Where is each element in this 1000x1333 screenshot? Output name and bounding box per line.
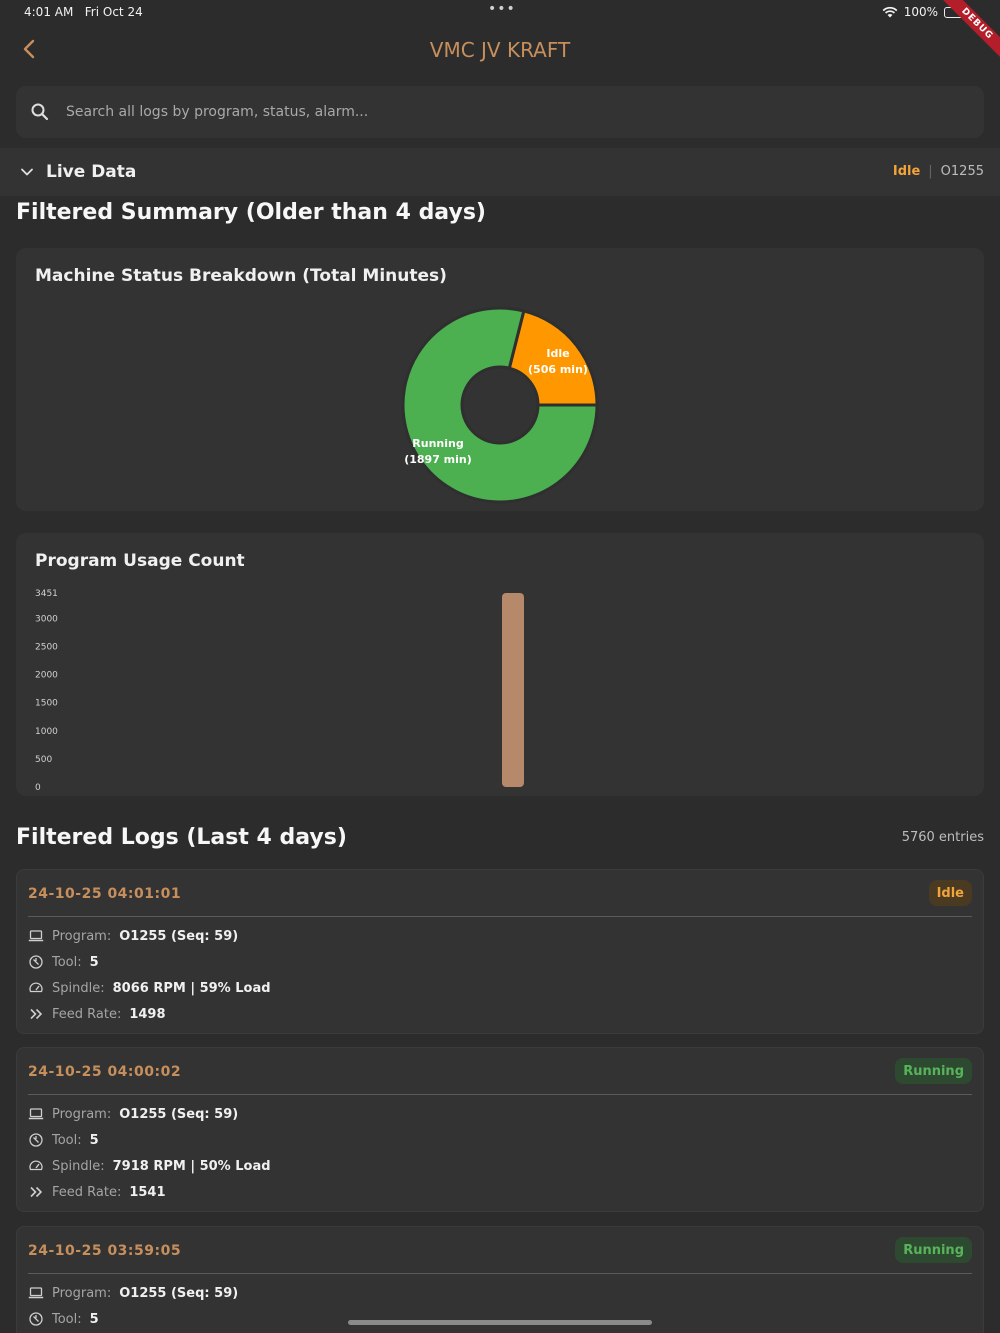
- status-right: 100%: [882, 5, 971, 19]
- log-card[interactable]: 24-10-25 04:01:01 Idle Program: O1255 (Se…: [16, 869, 984, 1034]
- laptop-icon: [28, 1108, 44, 1120]
- chevron-left-icon: [23, 39, 35, 59]
- laptop-icon: [28, 930, 44, 942]
- summary-title: Filtered Summary (Older than 4 days): [16, 200, 486, 225]
- page-title: VMC JV KRAFT: [429, 38, 571, 62]
- pie-label: Running: [412, 437, 463, 450]
- battery-percent: 100%: [903, 5, 938, 19]
- pie-slice-idle: [507, 309, 599, 407]
- log-timestamp: 24-10-25 03:59:05: [28, 1243, 182, 1259]
- search-input[interactable]: [66, 104, 926, 120]
- status-date: Fri Oct 24: [84, 5, 143, 19]
- log-spindle-row: Spindle: 8066 RPM | 59% Load: [28, 978, 271, 998]
- home-indicator[interactable]: [348, 1320, 652, 1325]
- status-badge: Running: [895, 1237, 972, 1263]
- live-program: O1255: [940, 164, 984, 179]
- wifi-icon: [882, 6, 898, 18]
- double-chevron-right-icon: [30, 1186, 43, 1198]
- log-feed-row: Feed Rate: 1498: [28, 1004, 166, 1024]
- log-spindle-row: Spindle: 7918 RPM | 50% Load: [28, 1156, 271, 1176]
- pie-slice-running: [401, 306, 599, 504]
- log-program-row: Program: O1255 (Seq: 59): [28, 1104, 238, 1124]
- live-data-header[interactable]: Live Data Idle | O1255: [0, 148, 1000, 196]
- log-divider: [28, 1094, 972, 1095]
- log-tool-row: Tool: 5: [28, 952, 99, 972]
- log-program-row: Program: O1255 (Seq: 59): [28, 1283, 238, 1303]
- y-tick-label: 1500: [35, 699, 58, 709]
- y-tick-label: 2000: [35, 671, 58, 681]
- y-tick-label: 1000: [35, 727, 58, 737]
- speedometer-icon: [29, 1160, 43, 1171]
- speedometer-icon: [29, 982, 43, 993]
- usage-bar: [502, 593, 524, 787]
- multitasking-dots[interactable]: •••: [488, 1, 516, 17]
- y-tick-label: 3451: [35, 589, 58, 599]
- double-chevron-right-icon: [30, 1008, 43, 1020]
- search-bar[interactable]: [16, 86, 984, 138]
- tool-icon: [29, 955, 43, 969]
- status-badge: Running: [895, 1058, 972, 1084]
- live-status: Idle | O1255: [893, 164, 984, 179]
- log-feed-row: Feed Rate: 1541: [28, 1182, 166, 1202]
- usage-bar-chart: 0 500 1000 1500 2000 2500 3000 3451: [35, 589, 524, 793]
- back-button[interactable]: [14, 34, 44, 64]
- y-tick-label: 500: [35, 755, 52, 765]
- log-divider: [28, 916, 972, 917]
- entries-count: 5760 entries: [901, 830, 984, 845]
- usage-chart-card: Program Usage Count 0 500 1000 1500 2000 2500…: [16, 533, 984, 796]
- y-tick-label: 2500: [35, 642, 58, 652]
- live-status-badge: Idle: [892, 164, 921, 179]
- log-card[interactable]: 24-10-25 03:59:05 Running Program: O1255 …: [16, 1226, 984, 1333]
- pie-value-label: (506 min): [528, 363, 588, 376]
- search-icon: [31, 103, 49, 121]
- pie-label: Idle: [546, 347, 569, 360]
- status-chart-title: Machine Status Breakdown (Total Minutes): [35, 266, 447, 286]
- status-time: 4:01 AM Fri Oct 24: [24, 5, 143, 19]
- app-bar: VMC JV KRAFT: [0, 24, 1000, 80]
- chevron-down-icon: [21, 168, 33, 176]
- live-data-title: Live Data: [46, 162, 137, 182]
- tool-icon: [29, 1133, 43, 1147]
- status-pie-chart: Idle (506 min) Running (1897 min): [401, 306, 599, 504]
- log-program-row: Program: O1255 (Seq: 59): [28, 926, 238, 946]
- y-tick-label: 0: [35, 783, 41, 793]
- log-tool-row: Tool: 5: [28, 1309, 99, 1329]
- log-tool-row: Tool: 5: [28, 1130, 99, 1150]
- usage-chart-title: Program Usage Count: [35, 551, 245, 571]
- log-divider: [28, 1273, 972, 1274]
- log-timestamp: 24-10-25 04:01:01: [28, 886, 182, 902]
- status-chart-card: Machine Status Breakdown (Total Minutes)…: [16, 248, 984, 511]
- battery-icon: [944, 6, 971, 18]
- status-bar: 4:01 AM Fri Oct 24 ••• 100%: [0, 0, 1000, 24]
- status-badge: Idle: [928, 880, 972, 906]
- laptop-icon: [28, 1287, 44, 1299]
- logs-title: Filtered Logs (Last 4 days): [16, 825, 347, 850]
- tool-icon: [29, 1312, 43, 1326]
- log-card[interactable]: 24-10-25 04:00:02 Running Program: O1255 …: [16, 1047, 984, 1212]
- pie-value-label: (1897 min): [404, 453, 472, 466]
- log-timestamp: 24-10-25 04:00:02: [28, 1064, 182, 1080]
- live-status-separator: |: [928, 164, 933, 179]
- y-tick-label: 3000: [35, 614, 58, 624]
